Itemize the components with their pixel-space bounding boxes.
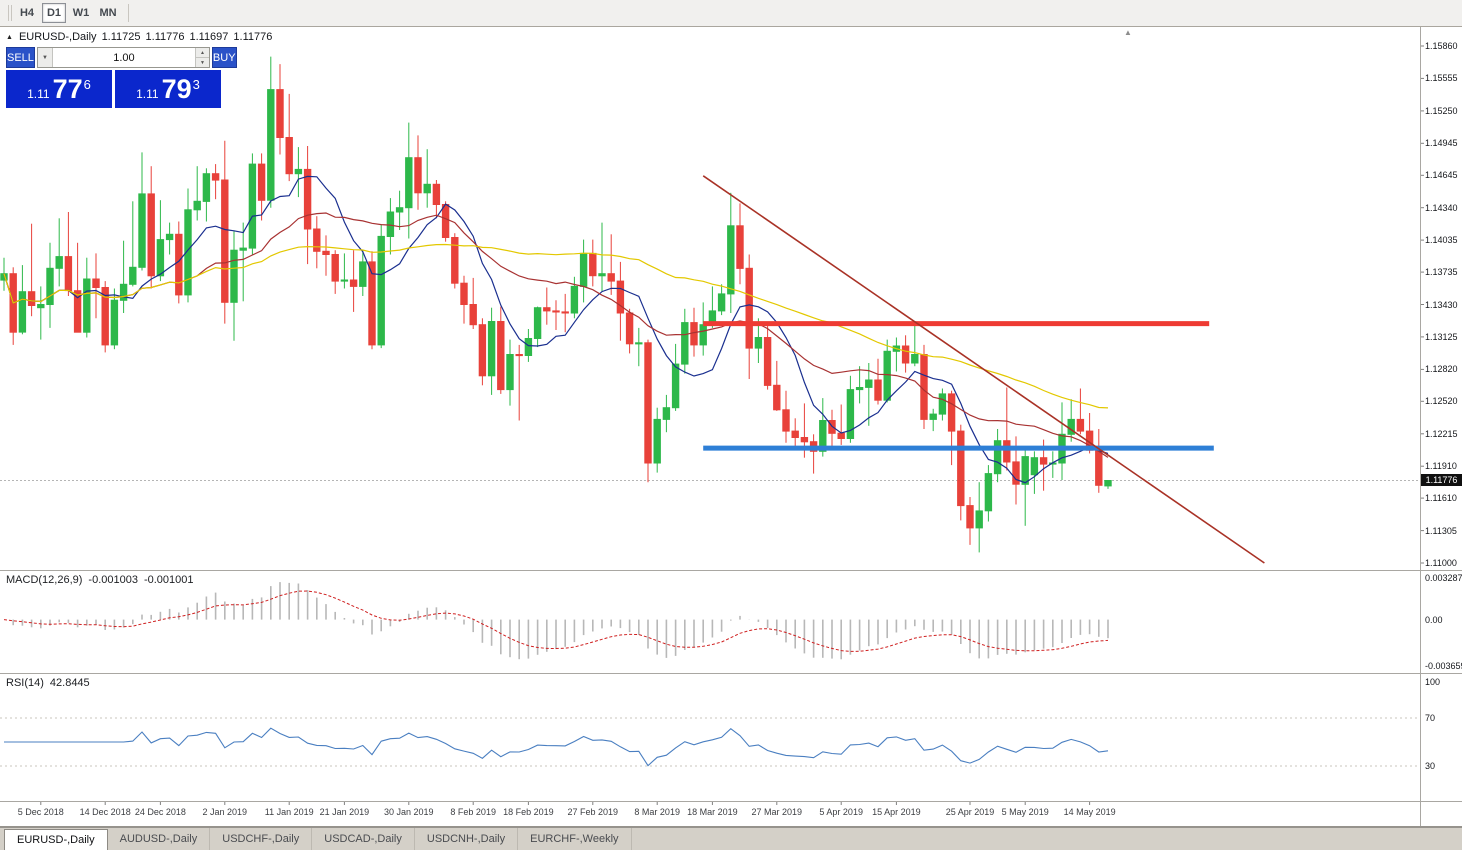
macd-signal-value: -0.001001 bbox=[143, 574, 194, 586]
chart-tab-usdcad-daily[interactable]: USDCAD-,Daily bbox=[312, 828, 415, 850]
dateaxis-bottom-separator bbox=[0, 826, 1462, 827]
ohlc-low-value: 1.11697 bbox=[189, 31, 229, 43]
volume-input[interactable] bbox=[52, 48, 195, 67]
volume-spinner[interactable]: ▲ ▼ bbox=[194, 48, 209, 67]
chart-tab-audusd-daily[interactable]: AUDUSD-,Daily bbox=[108, 828, 211, 850]
rsi-name: RSI(14) bbox=[6, 677, 44, 689]
price-axis-separator bbox=[1420, 27, 1421, 826]
chart-symbol-label: EURUSD-,Daily bbox=[18, 31, 97, 43]
sell-price-pip: 6 bbox=[83, 77, 91, 92]
ohlc-high-value: 1.11776 bbox=[145, 31, 185, 43]
macd-label: MACD(12,26,9) -0.001003 -0.001001 bbox=[6, 574, 194, 586]
ohlc-close-value: 1.11776 bbox=[233, 31, 273, 43]
buy-price-display[interactable]: 1.11 79 3 bbox=[115, 70, 221, 108]
chart-shift-marker[interactable]: ▲ bbox=[1124, 28, 1132, 37]
chart-tab-usdcnh-daily[interactable]: USDCNH-,Daily bbox=[415, 828, 519, 850]
spinner-down-icon[interactable]: ▼ bbox=[199, 59, 205, 66]
sell-button[interactable]: SELL bbox=[6, 47, 35, 68]
timeframe-w1-button[interactable]: W1 bbox=[69, 3, 93, 23]
toolbar-grip[interactable] bbox=[8, 5, 12, 21]
chart-tabs-bar: EURUSD-,Daily AUDUSD-,Daily USDCHF-,Daily U… bbox=[0, 827, 1462, 850]
current-price-tag: 1.11776 bbox=[1421, 474, 1462, 487]
sell-price-big: 77 bbox=[52, 74, 83, 104]
timeframe-h4-button[interactable]: H4 bbox=[15, 3, 39, 23]
buy-button[interactable]: BUY bbox=[211, 47, 237, 68]
volume-input-group: ▼ ▲▼ bbox=[36, 47, 210, 68]
volume-dropdown-icon[interactable]: ▼ bbox=[37, 48, 53, 67]
spinner-up-icon[interactable]: ▲ bbox=[195, 48, 209, 58]
timeframe-mn-button[interactable]: MN bbox=[96, 3, 120, 23]
macd-rsi-separator[interactable] bbox=[0, 673, 1462, 674]
sell-price-prefix: 1.11 bbox=[27, 87, 50, 101]
timeframe-toolbar: H4 D1 W1 MN bbox=[0, 0, 1462, 27]
one-click-toggle-icon[interactable]: ▲ bbox=[6, 33, 13, 41]
chart-tab-eurchf-weekly[interactable]: EURCHF-,Weekly bbox=[518, 828, 632, 850]
macd-name: MACD(12,26,9) bbox=[6, 574, 83, 586]
chart-ohlc-header: ▲ EURUSD-,Daily 1.11725 1.11776 1.11697 … bbox=[6, 31, 272, 43]
macd-main-value: -0.001003 bbox=[88, 574, 138, 586]
timeframe-d1-button[interactable]: D1 bbox=[42, 3, 66, 23]
sell-price-display[interactable]: 1.11 77 6 bbox=[6, 70, 112, 108]
buy-price-big: 79 bbox=[161, 74, 192, 104]
buy-price-prefix: 1.11 bbox=[136, 87, 159, 101]
main-macd-separator[interactable] bbox=[0, 570, 1462, 571]
ohlc-open-value: 1.11725 bbox=[101, 31, 141, 43]
rsi-dateaxis-separator bbox=[0, 801, 1462, 802]
rsi-value: 42.8445 bbox=[49, 677, 90, 689]
buy-price-pip: 3 bbox=[192, 77, 200, 92]
chart-tab-eurusd-daily[interactable]: EURUSD-,Daily bbox=[4, 829, 108, 850]
rsi-label: RSI(14) 42.8445 bbox=[6, 677, 90, 689]
toolbar-separator bbox=[128, 4, 129, 22]
chart-tab-usdchf-daily[interactable]: USDCHF-,Daily bbox=[210, 828, 313, 850]
